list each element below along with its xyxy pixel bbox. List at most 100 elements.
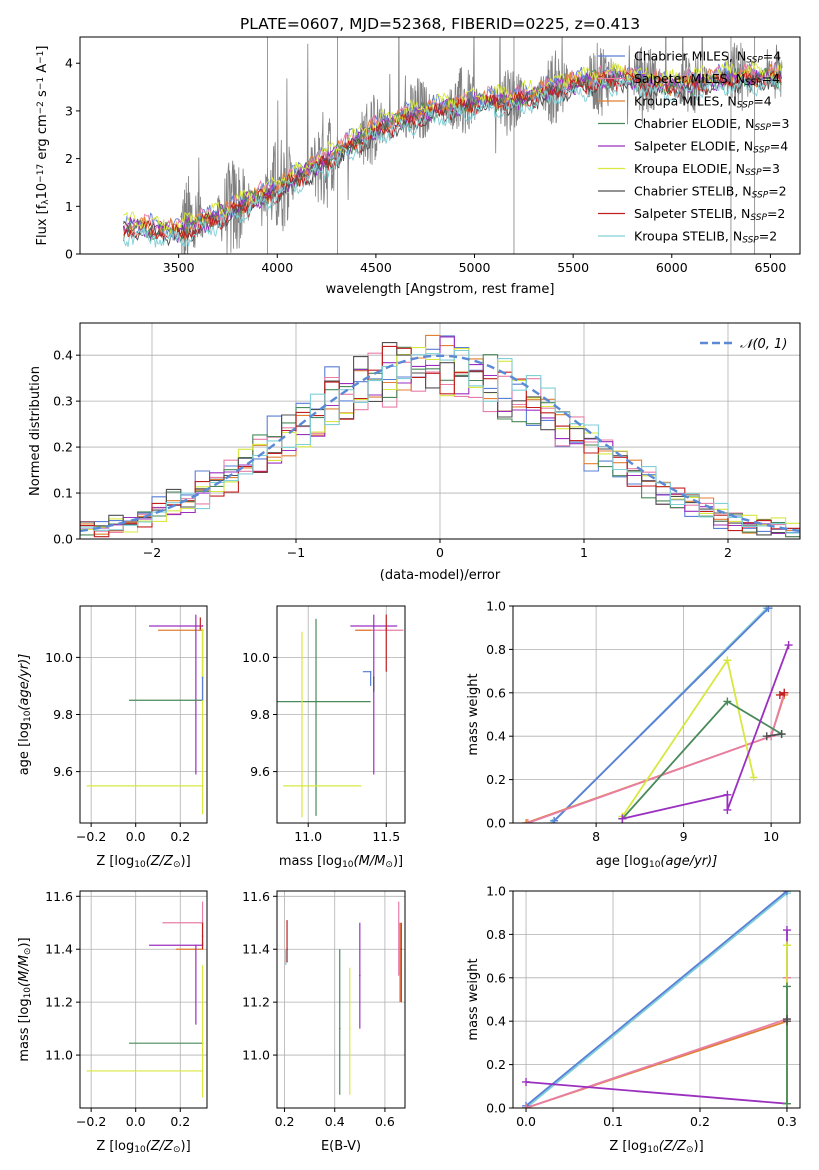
data-point (399, 961, 401, 964)
legend-label: Chabrier MILES, NSSP=4 (634, 49, 781, 66)
data-point (372, 625, 375, 627)
y-tick-label: 9.6 (53, 764, 73, 779)
y-tick-label: 1 (65, 199, 73, 214)
legend-subscript: SSP (746, 56, 763, 66)
y-axis-label: Flux [fλ10−17 erg cm−2 s−1 A−1] (35, 46, 51, 246)
data-point (195, 625, 197, 627)
x-axis-label-part: 10 (342, 860, 354, 870)
y-tick-label: 0.4 (53, 348, 73, 363)
legend-label: Salpeter STELIB, NSSP=2 (634, 206, 785, 223)
x-axis-label-part: Z [log (96, 854, 134, 869)
data-point (385, 628, 388, 630)
data-point (201, 785, 204, 787)
y-tick-label: 0.0 (486, 816, 506, 831)
data-point (201, 676, 204, 679)
legend-nssp-value: =3 (771, 116, 789, 131)
x-axis-label-part: (Z/Z (146, 1139, 174, 1154)
x-axis-label-part: mass [log (279, 854, 342, 869)
y-axis-label: mass weight (466, 958, 481, 1040)
x-tick-label: 0.0 (516, 1114, 536, 1129)
x-tick-label: 6000 (656, 260, 688, 275)
panel-residuals: −2 −1 0 1 2 0.0 0.1 0.2 0.3 0.4 (data-model)/error… (28, 322, 801, 583)
y-tick-label: 0.0 (53, 532, 73, 547)
x-tick-label: 1 (580, 545, 588, 560)
data-point (201, 625, 204, 627)
axes-frame (79, 36, 801, 255)
x-axis-label-part: 10 (647, 1145, 659, 1155)
data-point (195, 944, 197, 947)
legend-series-name: Chabrier ELODIE, N (634, 116, 754, 131)
figure-title: PLATE=0607, MJD=52368, FIBERID=0225, z=0… (240, 15, 640, 33)
y-tick-label: 4 (65, 56, 73, 71)
legend-nssp-value: =4 (770, 139, 788, 154)
plot-area (522, 891, 791, 1108)
legend-subscript: SSP (742, 236, 759, 246)
y-tick-label: 0.4 (486, 729, 506, 744)
weight-point-marker (782, 1015, 791, 1024)
data-point (199, 628, 202, 630)
x-axis-label-part: )] (181, 854, 191, 869)
legend-nssp-value: =4 (753, 94, 771, 109)
legend-nssp-value: =4 (762, 71, 780, 86)
weight-point-marker (782, 941, 791, 950)
weight-point-marker (775, 690, 784, 699)
legend-label: Kroupa ELODIE, NSSP=3 (634, 161, 780, 178)
weight-series-line (553, 607, 770, 822)
y-tick-label: 11.2 (242, 995, 270, 1010)
legend-subscript: SSP (745, 168, 762, 178)
y-tick-label: 1.0 (486, 599, 506, 614)
y-axis-label-part: −17 (36, 164, 46, 183)
x-tick-label: 4500 (360, 260, 392, 275)
y-axis-label-part: )] (17, 937, 32, 947)
y-tick-label: 9.8 (250, 707, 270, 722)
weight-series-line (622, 644, 790, 820)
y-axis-label-part: 10 (23, 710, 33, 722)
data-point (400, 948, 403, 951)
plot-area (284, 901, 403, 1095)
axes-frame (512, 890, 801, 1109)
plot-area (86, 614, 204, 815)
y-tick-label: 0.2 (53, 440, 73, 455)
legend-nssp-value: =3 (762, 161, 780, 176)
weight-point-marker (522, 1104, 531, 1108)
weight-series-line (525, 930, 788, 1105)
legend-subscript: SSP (754, 123, 771, 133)
data-point (397, 948, 400, 951)
y-tick-label: 9.8 (53, 707, 73, 722)
x-axis-label-part: )] (694, 1139, 704, 1154)
x-tick-label: 0.2 (275, 1114, 295, 1129)
x-tick-label: 6500 (755, 260, 787, 275)
y-tick-label: 11.2 (45, 995, 73, 1010)
legend-series-name: Chabrier MILES, N (634, 49, 746, 64)
x-tick-label: 0.0 (126, 1114, 146, 1129)
legend-nssp-value: =2 (767, 206, 785, 221)
weight-point-marker (522, 1077, 531, 1086)
weight-point-marker (550, 816, 559, 823)
y-tick-label: 11.4 (242, 942, 270, 957)
y-tick-label: 9.6 (250, 764, 270, 779)
x-tick-label: 0.2 (170, 829, 190, 844)
x-axis-label-part: ⊙ (173, 860, 181, 870)
y-axis-label-part: ⊙ (23, 948, 33, 956)
x-axis-label: Z [log10(Z/Z⊙)] (96, 1139, 190, 1155)
y-axis-label: Normed distribution (28, 366, 43, 496)
y-tick-label: 0.4 (486, 1014, 506, 1029)
x-tick-label: −0.2 (76, 829, 106, 844)
x-axis-label-part: 10 (649, 860, 661, 870)
y-axis-label-part: age [log (17, 722, 32, 775)
x-tick-label: 9 (680, 829, 688, 844)
x-axis-label-part: (age/yr)] (660, 854, 717, 869)
legend-label: 𝒩(0, 1) (740, 337, 787, 352)
y-axis-label-part: s (35, 90, 50, 101)
weight-point-marker (723, 790, 732, 799)
x-tick-label: 2 (724, 545, 732, 560)
legend-nssp-value: =2 (759, 229, 777, 244)
y-tick-label: 2 (65, 151, 73, 166)
legend-label: Kroupa STELIB, NSSP=2 (634, 229, 777, 246)
x-tick-label: 0 (436, 545, 444, 560)
x-tick-label: 0.2 (690, 1114, 710, 1129)
panel-age_vs_Z: −0.2 0.0 0.29.69.810.0Z [log10(Z/Z⊙)]age [… (17, 605, 208, 870)
y-tick-label: 0.2 (486, 772, 506, 787)
normal-reference-curve (80, 354, 800, 533)
